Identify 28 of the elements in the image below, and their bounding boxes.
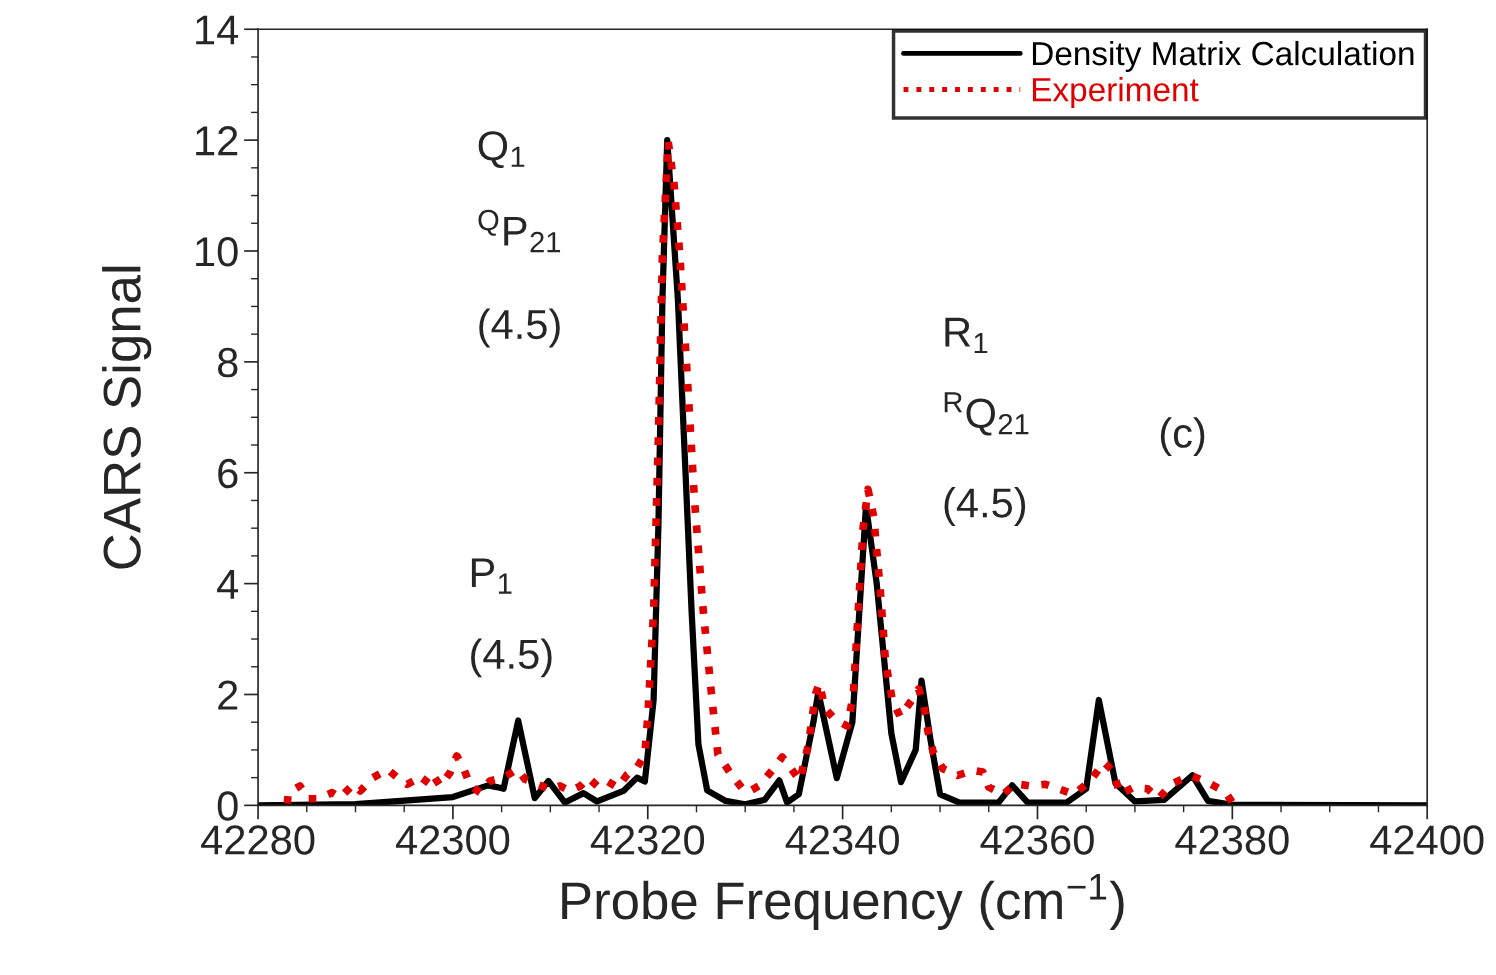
x-tick-label: 42320 [590,825,705,855]
annotation: Q$_{1}$ [478,131,525,169]
x-tick-label: 42280 [201,825,315,855]
annotation: $^{R}$Q$_{21}$ [944,392,1029,436]
annotation: $^{Q}$P$_{21}$ [478,209,561,253]
x-tick-label: 42340 [785,825,899,855]
x-tick-label: 42360 [980,825,1094,855]
y-tick-label: 2 [218,680,238,710]
legend-label: Density Matrix Calculation [1032,40,1414,72]
y-tick-label: 8 [217,347,238,378]
legend-label: Experiment [1032,76,1199,109]
x-tick-label: 42400 [1370,825,1484,855]
y-tick-label: 10 [196,237,238,267]
y-tick-label: 14 [196,15,239,45]
annotation: (4.5) [479,308,560,348]
annotation: P$_{1}$ [471,558,512,594]
y-tick-label: 6 [218,458,238,489]
x-tick-label: 42300 [395,825,510,855]
annotation: (c) [1160,417,1205,457]
annotation: R$_{1}$ [945,317,988,354]
annotation: (4.5) [944,487,1026,526]
y-axis-title: CARS Signal [102,266,152,569]
annotation: (4.5) [471,638,552,678]
x-axis-title: Probe Frequency (cm$^{−1}$) [562,874,1124,930]
y-tick-label: 12 [196,126,238,156]
y-tick-label: 4 [217,570,239,599]
x-tick-label: 42380 [1175,825,1289,855]
y-tick-label: 0 [217,791,238,821]
